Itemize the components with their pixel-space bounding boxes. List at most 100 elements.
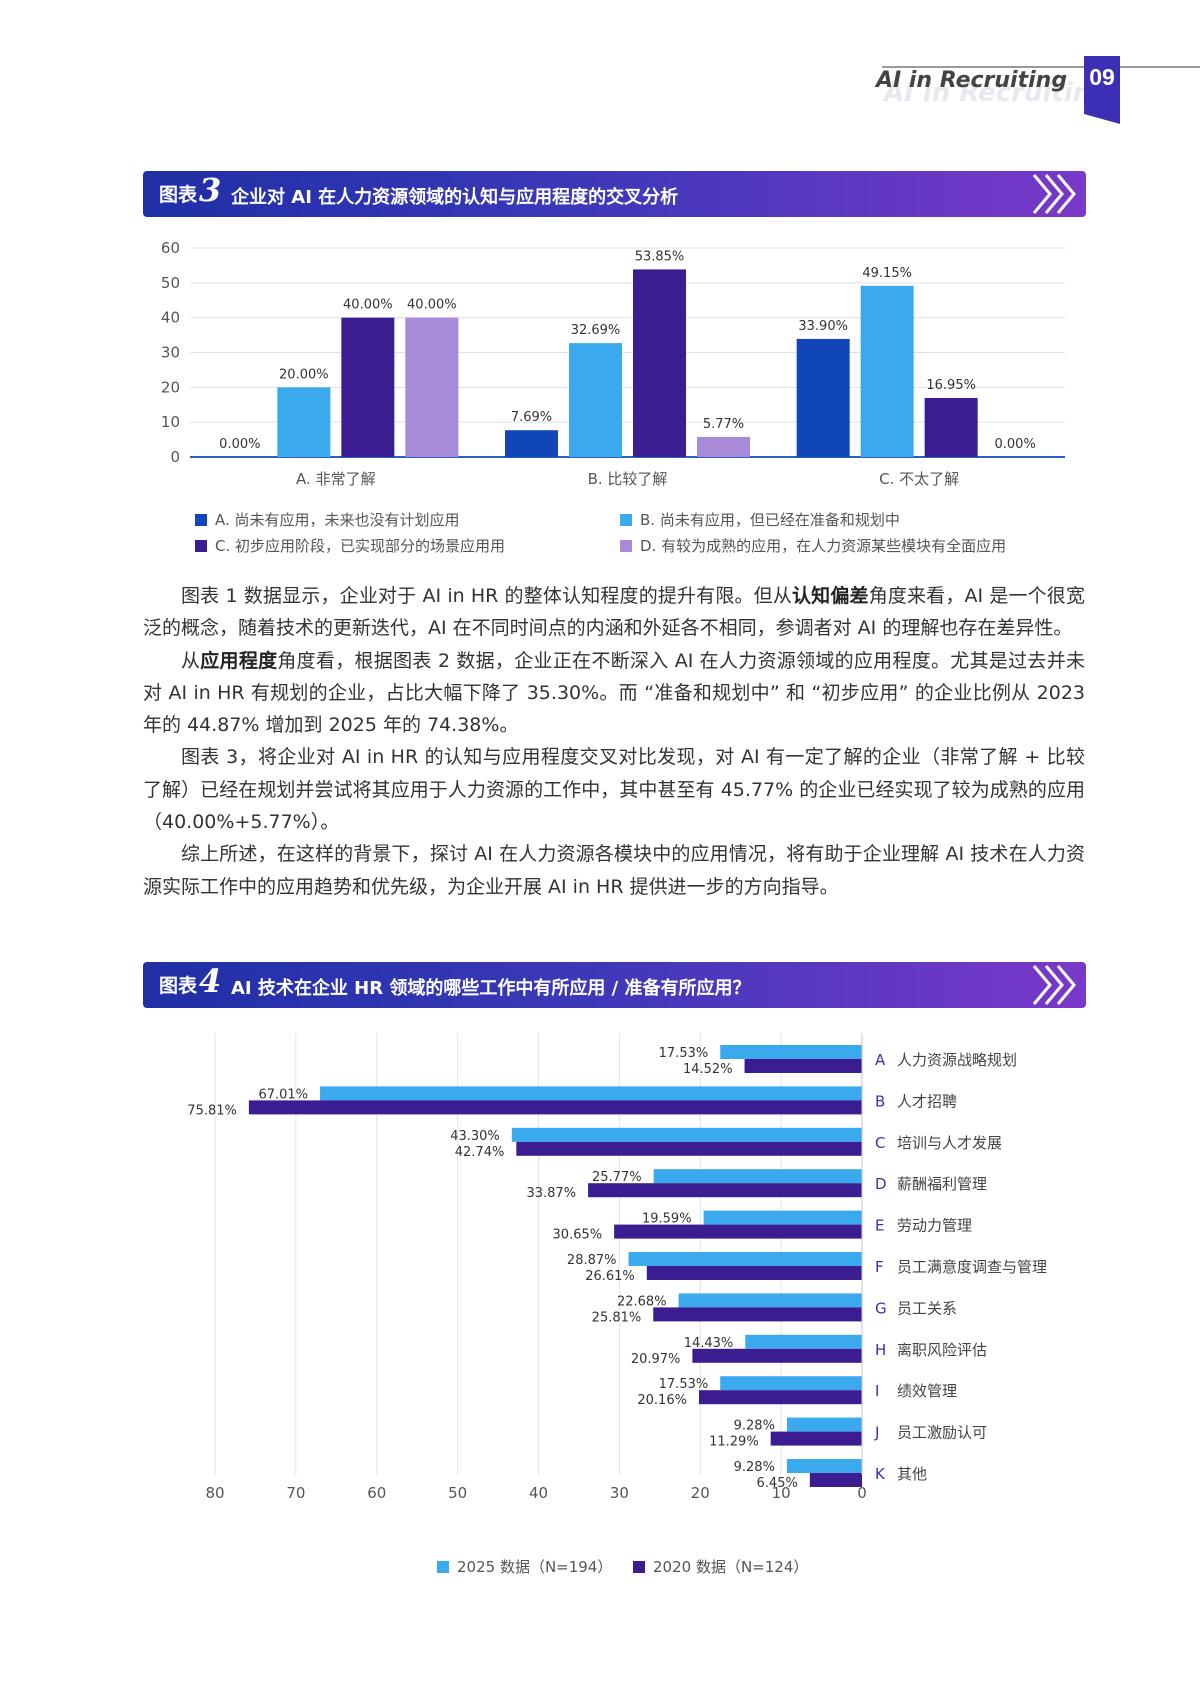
data-label-2020: 6.45% [757,1476,798,1491]
category-label: 人力资源战略规划 [897,1051,1017,1069]
data-label: 20.00% [279,367,329,382]
bar-2020 [770,1431,862,1446]
bar [924,397,978,457]
category-letter: A [875,1051,886,1069]
legend-swatch [195,514,207,526]
bar-2025 [720,1376,862,1391]
data-label: 33.90% [798,319,848,334]
data-label-2020: 20.97% [631,1352,681,1367]
figure4-number: 4 [199,962,222,1000]
data-label-2020: 30.65% [553,1228,603,1243]
bar-2025 [786,1417,862,1432]
bar-2020 [646,1266,862,1280]
data-label: 5.77% [703,417,744,432]
bar [505,430,558,457]
category-letter: D [875,1175,887,1193]
figure4-title: AI 技术在企业 HR 领域的哪些工作中有所应用 / 准备有所应用？ [231,978,751,999]
y-tick-label: 30 [161,344,180,362]
category-label: 劳动力管理 [897,1217,972,1235]
data-label-2020: 33.87% [526,1186,576,1201]
x-category-label: B. 比较了解 [588,470,668,488]
legend-swatch [620,514,632,526]
figure3-label: 图表 [159,184,198,206]
bar-2020 [653,1307,862,1322]
data-label-2020: 25.81% [592,1310,642,1325]
data-label-2020: 75.81% [187,1103,237,1118]
bar-2020 [809,1473,862,1487]
bar-2025 [653,1169,862,1184]
bar [860,285,914,457]
y-tick-label: 40 [161,309,180,327]
bar [796,338,850,457]
figure4-horizontal-bar-chart: 80 70 60 50 40 30 20 10 017.53%14.52%A 人力资源战略规划67… [187,1033,1047,1502]
legend-swatch [633,1561,645,1573]
data-label-2025: 9.28% [734,1460,775,1475]
bar-2025 [511,1127,862,1142]
data-label-2020: 11.29% [709,1435,759,1450]
x-tick-label: 70 [286,1484,305,1502]
y-tick-label: 50 [161,274,180,292]
data-label-2025: 67.01% [258,1087,308,1102]
data-label: 32.69% [571,323,621,338]
data-label: 0.00% [219,437,260,452]
figure3-bar-chart: 0 10 20 30 40 50 60 0.00% 20.00% 40.00% 40.00% A. 非… [161,239,1065,488]
x-tick-label: 20 [691,1484,710,1502]
category-label: 员工关系 [897,1299,957,1317]
bar-2025 [320,1086,862,1101]
data-label-2025: 14.43% [684,1336,734,1351]
bar-2020 [744,1059,862,1073]
figure3-banner: 图表 3 企业对 AI 在人力资源领域的认知与应用程度的交叉分析 [143,171,1086,217]
bar-2020 [614,1224,862,1239]
category-letter: C [875,1134,885,1152]
figure4-banner: 图表 4 AI 技术在企业 HR 领域的哪些工作中有所应用 / 准备有所应用？ [143,962,1086,1008]
body-paragraph: 综上所述，在这样的背景下，探讨 AI 在人力资源各模块中的应用情况，将有助于企业… [143,843,1085,898]
category-label: 其他 [897,1465,927,1483]
category-label: 员工激励认可 [897,1424,987,1442]
data-label-2020: 26.61% [585,1269,635,1284]
data-label-2025: 17.53% [659,1377,709,1392]
y-tick-label: 20 [161,378,180,396]
category-letter: H [875,1341,886,1359]
body-text: 图表 1 数据显示，企业对于 AI in HR 的整体认知程度的提升有限。但从认… [143,580,1085,903]
x-tick-label: 30 [610,1484,629,1502]
x-tick-label: 60 [367,1484,386,1502]
header-title-watermark: AI in Recruiting [884,78,1110,108]
y-tick-label: 10 [161,413,180,431]
x-category-label: C. 不太了解 [879,470,959,488]
data-label: 53.85% [635,249,685,264]
bar [405,317,459,457]
bar [569,343,622,457]
page-number: 09 [1089,64,1115,90]
data-label: 49.15% [862,266,912,281]
figure3-number: 3 [199,171,222,209]
data-label: 0.00% [995,437,1036,452]
category-letter: K [875,1465,886,1483]
y-tick-label: 60 [161,239,180,257]
legend-swatch [620,540,632,552]
bar-2025 [745,1334,862,1349]
bar-2020 [698,1390,862,1405]
category-letter: F [875,1258,884,1276]
bar-2025 [678,1293,862,1308]
data-label-2025: 9.28% [734,1419,775,1434]
data-label: 40.00% [407,298,457,313]
x-tick-label: 80 [205,1484,224,1502]
legend-swatch [437,1561,449,1573]
figure4-label: 图表 [159,975,198,997]
chevron-arrows-icon [1032,965,1076,1005]
data-label-2025: 22.68% [617,1294,667,1309]
figure3-title: 企业对 AI 在人力资源领域的认知与应用程度的交叉分析 [231,187,679,208]
category-letter: B [875,1092,885,1110]
x-tick-label: 10 [772,1484,791,1502]
bar [697,436,750,457]
header-rule [882,66,1200,68]
page-number-badge [1084,56,1120,124]
data-label-2025: 19.59% [642,1212,692,1227]
bar-2020 [692,1348,862,1363]
bar [633,269,686,457]
category-label: 离职风险评估 [897,1341,987,1359]
bar-2025 [720,1045,862,1059]
bar-2025 [703,1210,862,1225]
category-label: 培训与人才发展 [897,1134,1002,1152]
data-label-2025: 28.87% [567,1253,617,1268]
